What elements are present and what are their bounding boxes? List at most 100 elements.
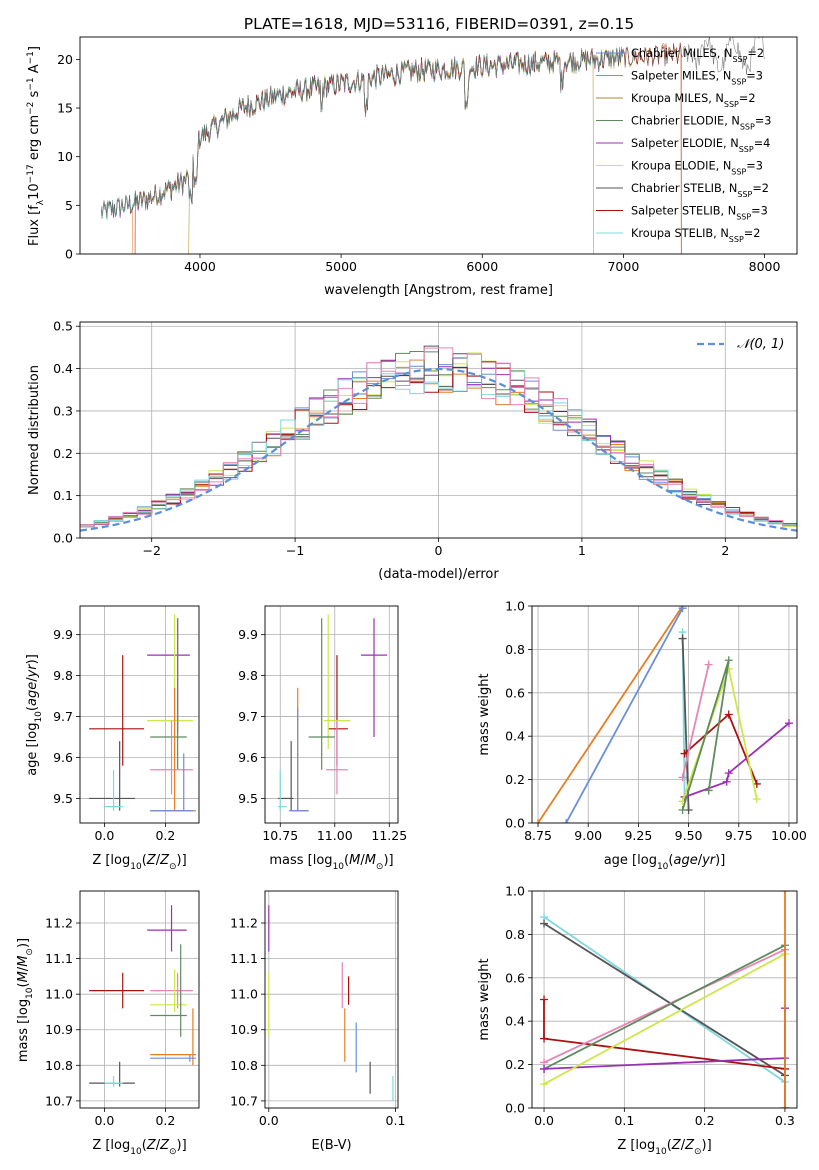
legend-label: Kroupa ELODIE, N: [631, 160, 731, 173]
label-part: /: [156, 853, 161, 868]
y-tick-label: 0.8: [505, 927, 525, 942]
x-tick-label: 10.00: [771, 828, 807, 843]
y-tick-label: 11.2: [45, 916, 73, 931]
weight-marker: [540, 995, 549, 1004]
label-part: 10: [333, 862, 345, 872]
weight-series-line: [537, 606, 684, 823]
y-tick-label: 10.8: [45, 1058, 73, 1073]
x-tick-label: 0.0: [534, 1113, 554, 1128]
weight-marker: [784, 719, 793, 728]
label-part: )]: [177, 1138, 187, 1153]
x-tick-label: 0.1: [614, 1113, 634, 1128]
label-part: Flux [f: [27, 205, 42, 246]
label-part: A: [27, 64, 42, 77]
data-point: [89, 741, 135, 811]
label-part: M: [365, 853, 376, 868]
x-axis-label: Z [log10(Z/Z⊙)]: [92, 1138, 186, 1157]
panel-residuals: −2 −1 0 1 2 0.0 0.1 0.2 0.3 0.4 0.5 𝒩(0, 1) (data-mo…: [27, 319, 798, 582]
label-part: Z: [146, 853, 157, 868]
label-part: /: [156, 1138, 161, 1153]
data-point: [89, 655, 145, 766]
weight-series-line: [565, 607, 684, 823]
x-tick-label: 4000: [184, 259, 216, 274]
y-tick-label: 9.9: [53, 627, 73, 642]
data-point: [150, 720, 193, 795]
data-point: [104, 1075, 123, 1087]
label-part: )]: [177, 853, 187, 868]
label-part: yr: [25, 663, 40, 679]
label-part: 10: [130, 862, 142, 872]
data-point: [278, 769, 287, 811]
plot-area-Z-age: [80, 606, 199, 823]
legend-sub: SSP: [736, 212, 751, 221]
y-tick-label: 5: [65, 198, 73, 213]
y-tick-label: 10.8: [230, 1058, 258, 1073]
label-part: )]: [16, 938, 31, 948]
label-part: 10: [657, 862, 669, 872]
y-tick-label: 9.6: [53, 750, 73, 765]
y-tick-label: 0.4: [505, 729, 525, 744]
x-tick-label: 2: [721, 543, 729, 558]
y-axis-label: age [log10(age/yr)]: [25, 654, 44, 776]
x-axis-label: wavelength [Angstrom, rest frame]: [324, 283, 553, 298]
x-tick-label: 6000: [466, 259, 498, 274]
weight-series-line: [543, 944, 786, 1070]
legend-label: Chabrier STELIB, N: [631, 182, 737, 195]
label-part: M: [16, 956, 31, 967]
y-tick-label: 0.8: [505, 642, 525, 657]
y-tick-label: 9.5: [53, 791, 73, 806]
weight-marker: [540, 919, 549, 928]
legend-entry: Kroupa ELODIE, NSSP=3: [631, 160, 763, 177]
label-part: (: [142, 1138, 147, 1153]
label-part: (: [344, 853, 349, 868]
y-tick-label: 0.0: [505, 1101, 525, 1116]
y-tick-label: 9.7: [53, 709, 73, 724]
plot-area-Z-massweight: [532, 891, 797, 1108]
x-axis-label: mass [log10(M/M⊙)]: [269, 853, 393, 872]
data-point: [288, 708, 309, 812]
legend-value: =4: [754, 137, 771, 150]
panel-EBV-mass: 0.0 0.1 10.7 10.8 10.9 11.0 11.1 11.2 E(B-V): [230, 890, 405, 1153]
x-tick-label: 0.2: [155, 1113, 175, 1128]
label-part: )]: [715, 853, 725, 868]
y-tick-label: 20: [57, 52, 73, 67]
weight-marker: [724, 656, 733, 665]
data-point: [150, 1054, 196, 1062]
y-tick-label: 9.5: [238, 791, 258, 806]
plot-area-Z-mass: [80, 891, 199, 1108]
plot-area-spectrum: [100, 37, 765, 254]
x-tick-label: 1: [578, 543, 586, 558]
label-part: 10: [34, 711, 44, 723]
y-tick-label: 0.5: [53, 319, 73, 334]
label-part: age [log: [25, 723, 40, 776]
label-part: Z [log: [92, 1138, 130, 1153]
y-tick-label: 0.2: [505, 772, 525, 787]
legend-entry: Kroupa STELIB, NSSP=2: [631, 227, 760, 244]
plot-area-residuals: [80, 322, 797, 538]
legend-sub: SSP: [731, 167, 746, 176]
label-part: −1: [26, 77, 36, 90]
weight-marker: [780, 1104, 789, 1108]
y-axis-label: mass [log10(M/M⊙)]: [16, 938, 35, 1062]
x-tick-label: 9.75: [725, 828, 753, 843]
legend-entry: Salpeter ELODIE, NSSP=4: [631, 137, 770, 154]
axes-frame: [264, 890, 399, 1109]
x-tick-label: 0.2: [695, 1113, 715, 1128]
weight-series-line: [684, 722, 790, 798]
label-part: age: [673, 853, 697, 868]
data-point: [360, 618, 388, 738]
label-part: Z: [146, 1138, 157, 1153]
label-part: mass [log: [16, 999, 31, 1062]
legend-entry: Chabrier MILES, NSSP=2: [631, 47, 764, 64]
panel-spectrum: 4000 5000 6000 7000 8000 0 5 10 15 20 Chabrier MIL…: [26, 36, 798, 298]
label-part: ]: [27, 46, 42, 51]
legend-label: Chabrier MILES, N: [631, 47, 732, 60]
plot-area-mass-age: [265, 606, 398, 823]
legend-sub: SSP: [739, 145, 754, 154]
legend-entry: 𝒩(0, 1): [737, 337, 784, 352]
weight-marker: [704, 660, 713, 669]
x-axis-label: Z [log10(Z/Z⊙)]: [92, 853, 186, 872]
x-tick-label: 11.00: [317, 828, 353, 843]
legend-value: =2: [752, 182, 769, 195]
